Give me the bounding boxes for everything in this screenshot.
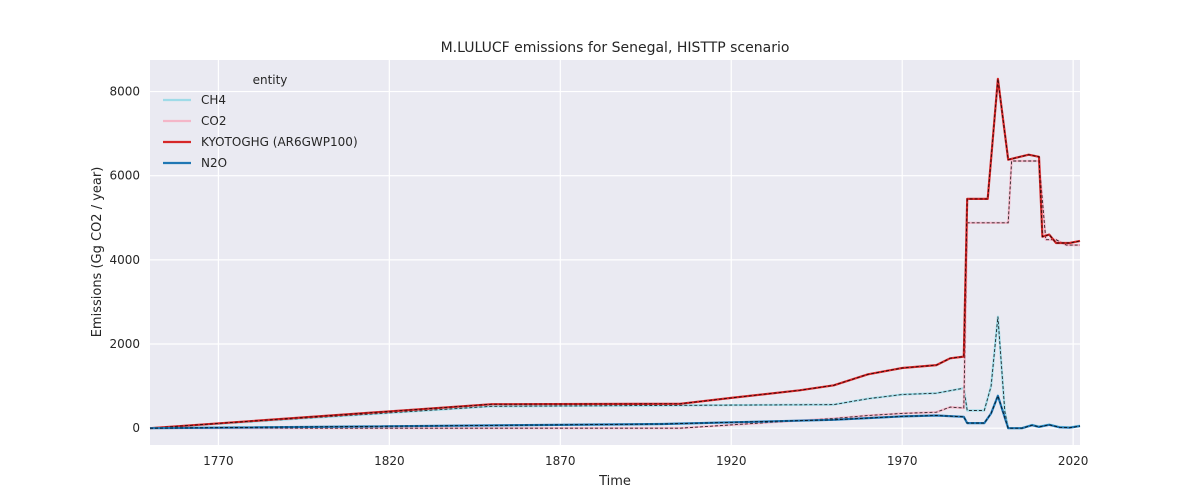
legend-label: KYOTOGHG (AR6GWP100): [201, 135, 358, 149]
legend: entity CH4 CO2 KYOTOGHG (AR6GWP100) N2O: [163, 73, 358, 170]
y-axis-label: Emissions (Gg CO2 / year): [90, 167, 105, 338]
x-tick-label: 2020: [1058, 454, 1089, 468]
y-tick-label: 2000: [109, 337, 140, 351]
y-tick-label: 4000: [109, 253, 140, 267]
x-tick-label: 1770: [203, 454, 234, 468]
legend-title: entity: [253, 73, 288, 87]
plot-background: [150, 60, 1080, 445]
chart-title: M.LULUCF emissions for Senegal, HISTTP s…: [441, 40, 790, 56]
y-tick-label: 6000: [109, 169, 140, 183]
legend-label: CO2: [201, 114, 226, 128]
series-overlay-3: [149, 394, 1081, 429]
x-tick-label: 1970: [887, 454, 918, 468]
x-tick-label: 1870: [545, 454, 576, 468]
axis-ticks: 1770 1820 1870 1920 1970 2020 0 2000 4000 6000 800…: [109, 85, 1088, 468]
series-layer: [149, 77, 1081, 430]
x-axis-label: Time: [598, 474, 631, 489]
x-tick-label: 1820: [374, 454, 405, 468]
y-tick-label: 0: [132, 421, 140, 435]
series-overlay-2: [149, 78, 1081, 429]
legend-label: N2O: [201, 156, 227, 170]
y-tick-label: 8000: [109, 85, 140, 99]
legend-label: CH4: [201, 93, 226, 107]
x-tick-label: 1920: [716, 454, 747, 468]
